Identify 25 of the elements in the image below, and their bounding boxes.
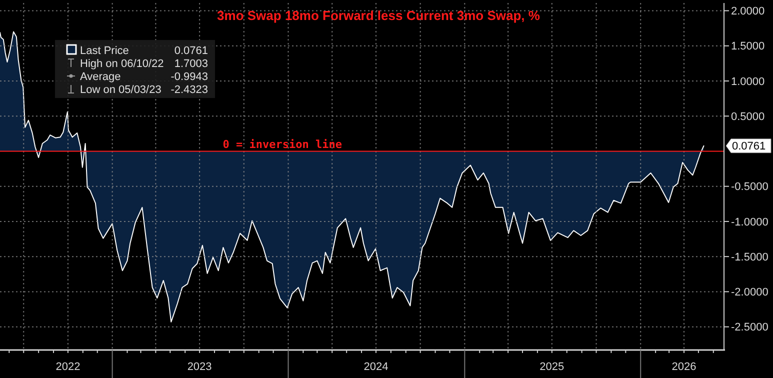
y-tick-label: 0.5000 (731, 110, 765, 123)
y-tick-label: 1.5000 (731, 40, 765, 53)
y-tick-label: 2.0000 (731, 6, 765, 18)
y-tick-label: -1.5000 (731, 251, 768, 264)
ref-line-label: 0 = inversion line (222, 138, 342, 152)
annotation: -2.4323 (170, 84, 208, 96)
annotation: 0.0761 (732, 140, 766, 153)
y-tick-label: -2.5000 (731, 322, 768, 334)
annotation: -0.9943 (170, 70, 208, 83)
x-tick-label: 2025 (540, 361, 564, 373)
annotation: Low on 05/03/23 (80, 84, 162, 96)
y-tick-label: -2.0000 (731, 286, 768, 299)
annotation: High on 06/10/22 (80, 58, 164, 70)
legend-label: Last Price (80, 44, 129, 57)
x-tick-label: 2026 (672, 361, 696, 373)
y-tick-label: -0.5000 (731, 181, 768, 194)
x-tick-label: 2022 (56, 361, 80, 373)
y-tick-label: -1.0000 (731, 216, 768, 228)
x-tick-label: 2023 (187, 361, 212, 373)
annotation: 0.0761 (174, 44, 208, 57)
x-tick-label: 2024 (364, 361, 388, 373)
y-tick-label: 1.0000 (731, 76, 765, 88)
chart-title: 3mo Swap 18mo Forward less Current 3mo Swap, % (217, 8, 540, 23)
annotation: Average (80, 70, 121, 83)
annotation: 1.7003 (174, 58, 208, 70)
